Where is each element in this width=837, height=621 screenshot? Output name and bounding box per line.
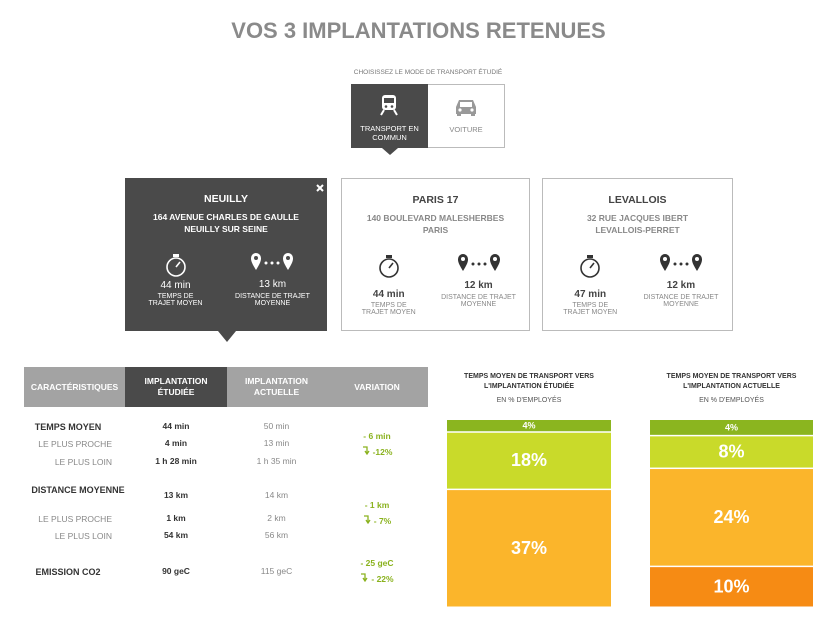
site-name: NEUILLY (204, 193, 248, 205)
chart-title: TEMPS MOYEN DE TRANSPORT VERS L'IMPLANTAT… (667, 373, 797, 390)
stopwatch-icon (377, 253, 401, 281)
car-icon (456, 100, 476, 116)
current-value: 50 min (263, 421, 290, 431)
distance-value: 13 km (258, 279, 287, 290)
studied-value: 54 km (163, 530, 189, 540)
distance-label: DISTANCE DE TRAJET MOYENNE (441, 294, 516, 308)
transport-option-active[interactable]: TRANSPORT EN COMMUN (351, 84, 428, 148)
bar-segment (650, 469, 813, 566)
studied-value: 4 min (164, 438, 188, 448)
distance-icon (250, 250, 294, 274)
distance-value: 12 km (666, 280, 696, 291)
segment-label: 8% (718, 441, 744, 461)
distance-icon (457, 251, 501, 275)
studied-value: 44 min (162, 421, 190, 431)
distance-label: DISTANCE DE TRAJET MOYENNE (235, 293, 310, 307)
studied-value: 13 km (163, 490, 189, 500)
row-label: DISTANCE MOYENNE (31, 485, 125, 495)
site-address: NEUILLY SUR SEINE (184, 224, 268, 234)
chart-subtitle: EN % D'EMPLOYÉS (497, 395, 562, 404)
studied-value: 1 km (166, 513, 186, 523)
site-address: LEVALLOIS-PERRET (595, 225, 680, 235)
time-label: TEMPS DE TRAJET MOYEN (361, 302, 416, 316)
current-value: 56 km (264, 530, 289, 540)
train-icon (380, 95, 398, 116)
transport-option-label: VOITURE (449, 125, 483, 134)
transport-option-label: TRANSPORT EN COMMUN (360, 124, 419, 142)
row-label: LE PLUS LOIN (54, 531, 112, 541)
variation-value: - 1 km (364, 500, 390, 510)
row-label: TEMPS MOYEN (34, 422, 102, 432)
row-label: LE PLUS PROCHE (38, 439, 112, 449)
bar-segment (447, 432, 611, 489)
distance-icon (659, 251, 703, 275)
page-title: VOS 3 IMPLANTATIONS RETENUES (231, 18, 606, 43)
segment-label: 4% (725, 423, 738, 433)
studied-value: 90 geC (162, 566, 190, 576)
distance-label: DISTANCE DE TRAJET MOYENNE (643, 294, 719, 308)
bar-segment (650, 436, 813, 468)
time-label: TEMPS DE TRAJET MOYEN (148, 293, 203, 307)
transport-label: CHOISISSEZ LE MODE DE TRANSPORT ÉTUDIÉ (353, 69, 503, 76)
current-value: 115 geC (260, 566, 293, 576)
time-value: 44 min (160, 280, 191, 291)
site-address: 140 BOULEVARD MALESHERBES (366, 213, 505, 223)
segment-label: 18% (511, 450, 547, 470)
table-header-cell: CARACTÉRISTIQUES (30, 382, 119, 392)
segment-label: 37% (511, 538, 547, 558)
site-name: LEVALLOIS (608, 194, 667, 206)
trend-icon (362, 446, 370, 456)
stopwatch-icon (578, 253, 602, 281)
site-address: 32 RUE JACQUES IBERT (586, 213, 689, 223)
trend-icon (361, 573, 368, 583)
time-value: 47 min (574, 289, 607, 300)
variation-value: - 25 geC (360, 558, 394, 568)
active-pointer (382, 148, 398, 155)
row-label: LE PLUS LOIN (54, 457, 112, 467)
variation-value: - 6 min (363, 431, 391, 441)
table-header-cell: IMPLANTATION ÉTUDIÉE (144, 376, 208, 397)
current-value: 1 h 35 min (256, 456, 297, 466)
bar-segment (650, 567, 813, 607)
site-address: PARIS (422, 225, 449, 235)
site-card[interactable]: NEUILLY 164 AVENUE CHARLES DE GAULLE NEUIL… (125, 178, 327, 331)
variation-value: - 22% (326, 573, 428, 584)
row-label: LE PLUS PROCHE (38, 514, 112, 524)
site-name: PARIS 17 (412, 194, 459, 206)
bar-segment (447, 490, 611, 607)
time-value: 44 min (372, 289, 405, 300)
bar-segment (447, 420, 611, 432)
current-value: 14 km (264, 490, 289, 500)
close-icon (315, 180, 325, 192)
segment-label: 24% (713, 507, 749, 527)
distance-value: 12 km (464, 280, 493, 291)
card-pointer (218, 331, 236, 342)
studied-value: 1 h 28 min (155, 456, 197, 466)
table-header-cell: VARIATION (354, 382, 400, 392)
trend-icon (363, 515, 371, 525)
row-label: EMISSION CO2 (35, 567, 101, 577)
site-card[interactable]: PARIS 17 140 BOULEVARD MALESHERBES PARIS 44… (341, 178, 530, 331)
stopwatch-icon (164, 252, 188, 280)
table-header-active (125, 367, 227, 407)
current-value: 2 km (267, 513, 286, 523)
bar-segment (650, 420, 813, 435)
segment-label: 10% (713, 576, 749, 596)
segment-label: 4% (522, 421, 535, 431)
chart-title: TEMPS MOYEN DE TRANSPORT VERS L'IMPLANTAT… (464, 373, 594, 390)
variation-value: -12% (326, 446, 428, 457)
table-header-cell: IMPLANTATION ACTUELLE (245, 376, 308, 397)
variation-value: - 7% (326, 515, 428, 526)
time-label: TEMPS DE TRAJET MOYEN (563, 302, 618, 316)
current-value: 13 min (263, 438, 290, 448)
transport-option[interactable]: VOITURE (428, 84, 505, 148)
site-address: 164 AVENUE CHARLES DE GAULLE (153, 212, 299, 222)
site-card[interactable]: LEVALLOIS 32 RUE JACQUES IBERT LEVALLOIS-P… (542, 178, 733, 331)
charts: TEMPS MOYEN DE TRANSPORT VERS L'IMPLANTAT… (447, 373, 813, 607)
chart-subtitle: EN % D'EMPLOYÉS (699, 395, 764, 404)
